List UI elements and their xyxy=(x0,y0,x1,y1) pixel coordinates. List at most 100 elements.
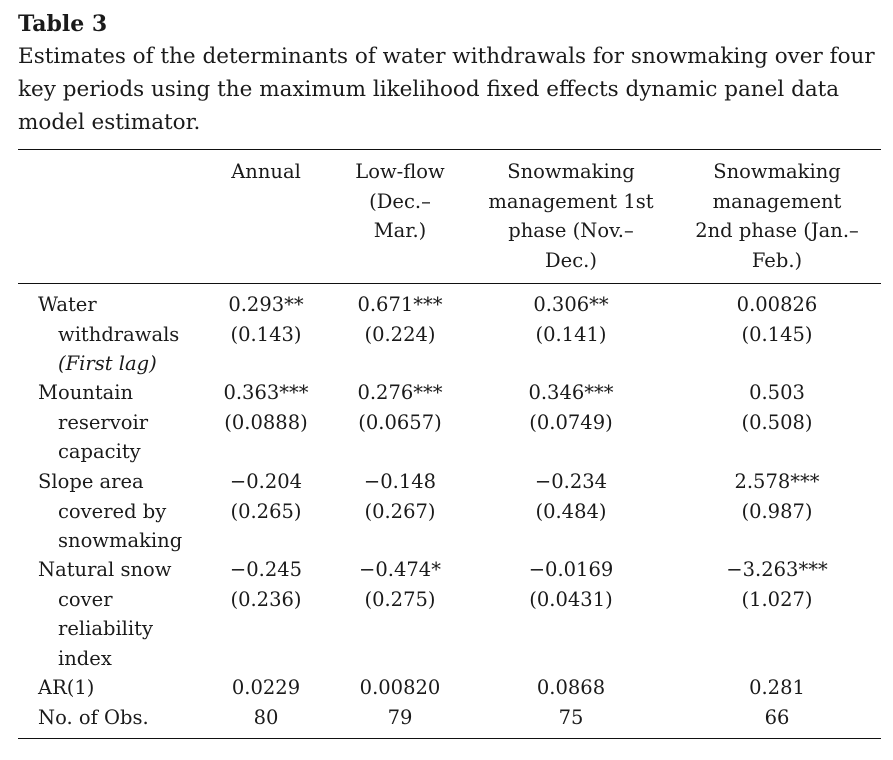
table-cell: 0.671*** (0.224) xyxy=(330,290,470,349)
std-error: (0.0431) xyxy=(529,587,613,611)
std-error: (0.224) xyxy=(364,322,436,346)
row-label-line: Water xyxy=(38,293,97,316)
table-cell: 0.276*** (0.0657) xyxy=(330,378,470,437)
column-header-annual: Annual xyxy=(216,157,316,187)
row-label-slope-area: Slope area covered by snowmaking xyxy=(38,467,182,556)
row-label-mountain-reservoir-capacity: Mountain reservoir capacity xyxy=(38,378,148,467)
row-label-observations: No. of Obs. xyxy=(38,706,149,729)
table-cell: 66 xyxy=(764,706,790,729)
std-error: (0.484) xyxy=(535,499,607,523)
std-error: (0.267) xyxy=(364,499,436,523)
std-error: (0.141) xyxy=(535,322,607,346)
header-line: phase (Nov.– xyxy=(508,219,634,242)
table-cell: 80 xyxy=(253,706,279,729)
header-line: Feb.) xyxy=(751,248,803,272)
column-header-low-flow: Low-flow (Dec.– Mar.) xyxy=(330,157,470,246)
estimate: −0.148 xyxy=(363,470,437,493)
table-cell: 0.293** (0.143) xyxy=(216,290,316,349)
bottom-rule xyxy=(18,738,881,739)
estimate: 0.346*** xyxy=(528,381,614,404)
table-cell: 0.346*** (0.0749) xyxy=(480,378,662,437)
header-line: 2nd phase (Jan.– xyxy=(695,219,859,242)
estimate: 0.503 xyxy=(749,381,805,404)
row-label-line: Natural snow xyxy=(38,558,172,581)
table-cell: 79 xyxy=(387,706,413,729)
header-line: Low-flow xyxy=(355,160,445,183)
row-label-line: withdrawals xyxy=(58,322,180,346)
row-label-line: (First lag) xyxy=(58,352,157,375)
estimate: 0.306** xyxy=(533,293,609,316)
estimate: 0.293** xyxy=(228,293,304,316)
caption-line: key periods using the maximum likelihood… xyxy=(18,77,840,102)
header-line: Annual xyxy=(231,160,301,183)
table-caption: Estimates of the determinants of water w… xyxy=(18,40,882,139)
caption-line: Estimates of the determinants of water w… xyxy=(18,44,875,69)
header-line: (Dec.– xyxy=(369,189,431,213)
std-error: (0.508) xyxy=(741,410,813,434)
table-cell: −0.474* (0.275) xyxy=(330,555,470,614)
row-label-natural-snow-cover: Natural snow cover reliability index xyxy=(38,555,171,673)
table-cell: −0.0169 (0.0431) xyxy=(480,555,662,614)
row-label-water-withdrawals: Water withdrawals (First lag) xyxy=(38,290,179,379)
table-cell: 0.00820 xyxy=(359,676,441,699)
table-caption-block: Table 3 Estimates of the determinants of… xyxy=(18,10,882,139)
table-cell: 0.00826 (0.145) xyxy=(680,290,874,349)
estimate: −0.204 xyxy=(229,470,303,493)
table-cell: 0.281 xyxy=(749,676,805,699)
std-error: (0.143) xyxy=(230,322,302,346)
estimate: 0.363*** xyxy=(223,381,309,404)
row-label-line: covered by xyxy=(58,499,167,523)
row-label-ar1: AR(1) xyxy=(38,676,95,699)
std-error: (0.0749) xyxy=(529,410,613,434)
caption-line: model estimator. xyxy=(18,110,201,135)
std-error: (0.0888) xyxy=(224,410,308,434)
table-cell: 0.0868 xyxy=(536,676,606,699)
estimate: −0.474* xyxy=(359,558,441,581)
row-label-line: reservoir xyxy=(58,410,149,434)
header-line: Dec.) xyxy=(545,248,597,272)
column-header-phase-1: Snowmaking management 1st phase (Nov.– D… xyxy=(480,157,662,275)
std-error: (0.987) xyxy=(741,499,813,523)
table-cell: 0.503 (0.508) xyxy=(680,378,874,437)
std-error: (0.265) xyxy=(230,499,302,523)
estimate: −3.263*** xyxy=(726,558,828,581)
estimate: 2.578*** xyxy=(734,470,820,493)
header-line: management 1st xyxy=(488,189,654,213)
std-error: (0.236) xyxy=(230,587,302,611)
table-cell: −0.148 (0.267) xyxy=(330,467,470,526)
header-line: Mar.) xyxy=(373,219,427,242)
header-rule xyxy=(18,283,881,284)
column-header-phase-2: Snowmaking management 2nd phase (Jan.– F… xyxy=(680,157,874,275)
row-label-line: reliability xyxy=(58,617,154,640)
estimate: −0.245 xyxy=(229,558,303,581)
table-cell: −3.263*** (1.027) xyxy=(680,555,874,614)
table-cell: 75 xyxy=(558,706,584,729)
estimate: 0.671*** xyxy=(357,293,443,316)
table-cell: −0.204 (0.265) xyxy=(216,467,316,526)
table-cell: 2.578*** (0.987) xyxy=(680,467,874,526)
estimate: 0.00826 xyxy=(736,293,818,316)
row-label-line: cover xyxy=(58,587,113,611)
row-label-line: index xyxy=(58,646,112,670)
header-line: Snowmaking xyxy=(713,160,841,183)
table-cell: 0.363*** (0.0888) xyxy=(216,378,316,437)
std-error: (0.275) xyxy=(364,587,436,611)
std-error: (0.0657) xyxy=(358,410,442,434)
estimate: −0.234 xyxy=(534,470,608,493)
row-label-line: Mountain xyxy=(38,381,134,404)
header-line: management xyxy=(712,189,842,213)
table-cell: 0.0229 xyxy=(231,676,301,699)
header-line: Snowmaking xyxy=(507,160,635,183)
table-cell: −0.234 (0.484) xyxy=(480,467,662,526)
row-label-line: snowmaking xyxy=(58,529,183,552)
table-cell: −0.245 (0.236) xyxy=(216,555,316,614)
table-label: Table 3 xyxy=(18,11,108,37)
row-label-line: Slope area xyxy=(38,470,144,493)
std-error: (1.027) xyxy=(741,587,813,611)
row-label-line: capacity xyxy=(58,440,141,463)
estimate: 0.276*** xyxy=(357,381,443,404)
estimate: −0.0169 xyxy=(528,558,614,581)
top-rule xyxy=(18,149,881,150)
std-error: (0.145) xyxy=(741,322,813,346)
table-cell: 0.306** (0.141) xyxy=(480,290,662,349)
